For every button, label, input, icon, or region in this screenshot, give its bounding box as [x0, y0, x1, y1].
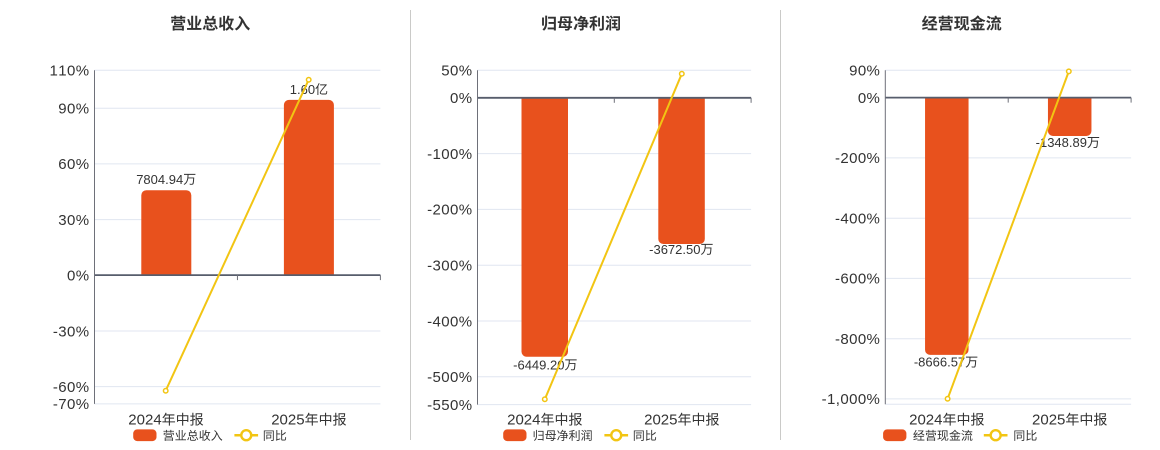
svg-text:-500%: -500%	[427, 369, 472, 386]
svg-text:2025: 2025	[271, 412, 304, 429]
svg-text:2024: 2024	[909, 412, 942, 429]
svg-text:-3672.50: -3672.50	[649, 242, 700, 257]
svg-text:-6449.20: -6449.20	[513, 357, 564, 372]
svg-text:-1348.89: -1348.89	[1036, 135, 1087, 150]
svg-text:-100%: -100%	[427, 146, 472, 163]
svg-text:-800%: -800%	[835, 331, 880, 348]
svg-text:0%: 0%	[858, 90, 880, 107]
svg-text:-8666.57: -8666.57	[914, 355, 965, 370]
svg-text:1.60: 1.60	[290, 82, 315, 97]
svg-text:-550%: -550%	[427, 397, 472, 414]
svg-text:-1,000%: -1,000%	[822, 391, 880, 408]
svg-text:-400%: -400%	[835, 211, 880, 228]
svg-text:-200%: -200%	[427, 202, 472, 219]
svg-text:50%: 50%	[441, 63, 472, 80]
svg-text:90%: 90%	[58, 101, 89, 118]
svg-text:-60%: -60%	[53, 379, 89, 396]
svg-text:30%: 30%	[58, 212, 89, 229]
svg-text:0%: 0%	[67, 267, 89, 284]
svg-text:-200%: -200%	[835, 150, 880, 167]
svg-text:110%: 110%	[50, 63, 90, 80]
svg-text:-600%: -600%	[835, 271, 880, 288]
svg-text:-300%: -300%	[427, 258, 472, 275]
svg-text:60%: 60%	[58, 156, 89, 173]
svg-text:2025: 2025	[1032, 412, 1065, 429]
svg-text:-400%: -400%	[427, 313, 472, 330]
svg-text:2024: 2024	[507, 412, 540, 429]
svg-text:-30%: -30%	[53, 323, 89, 340]
svg-text:2024: 2024	[128, 412, 161, 429]
svg-text:2025: 2025	[644, 412, 677, 429]
svg-text:0%: 0%	[450, 90, 472, 107]
svg-text:90%: 90%	[849, 63, 880, 80]
svg-text:7804.94: 7804.94	[136, 172, 183, 187]
svg-text:-70%: -70%	[53, 396, 89, 413]
